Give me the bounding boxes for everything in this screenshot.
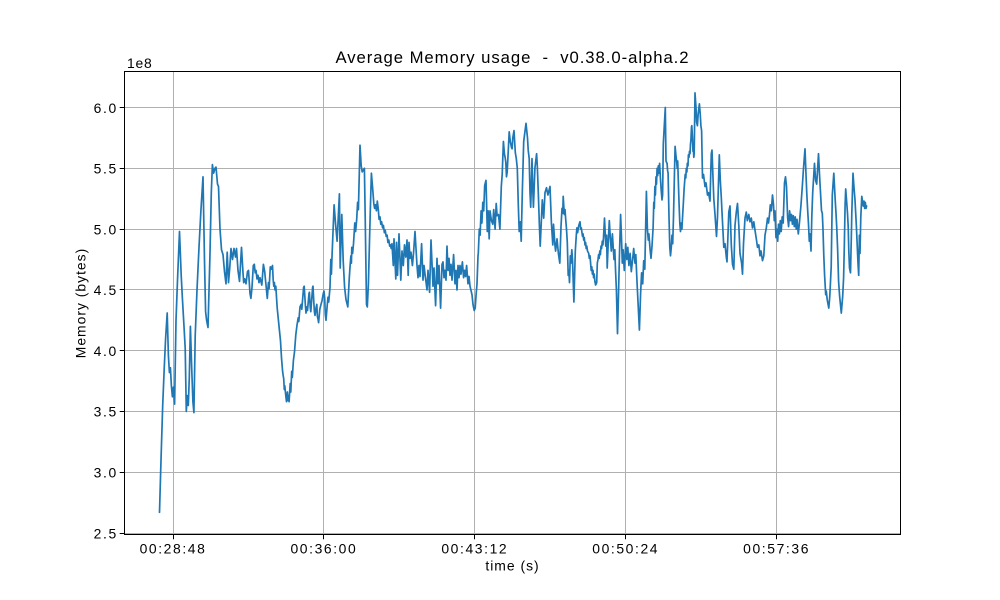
svg-text:00:57:36: 00:57:36 bbox=[743, 541, 810, 557]
svg-text:2.5: 2.5 bbox=[94, 525, 118, 541]
svg-text:6.0: 6.0 bbox=[94, 100, 118, 116]
svg-text:Memory (bytes): Memory (bytes) bbox=[73, 248, 89, 358]
svg-text:time (s): time (s) bbox=[485, 558, 539, 574]
svg-text:3.5: 3.5 bbox=[94, 404, 118, 420]
svg-text:00:36:00: 00:36:00 bbox=[290, 541, 357, 557]
svg-text:00:43:12: 00:43:12 bbox=[441, 541, 508, 557]
svg-text:00:50:24: 00:50:24 bbox=[592, 541, 659, 557]
svg-text:Average Memory usage - v0.38: Average Memory usage - v0.38.0-alpha.2 bbox=[335, 48, 689, 67]
svg-text:3.0: 3.0 bbox=[94, 465, 118, 481]
svg-text:5.5: 5.5 bbox=[94, 161, 118, 177]
svg-text:5.0: 5.0 bbox=[94, 221, 118, 237]
svg-text:4.0: 4.0 bbox=[94, 343, 118, 359]
svg-text:4.5: 4.5 bbox=[94, 282, 118, 298]
svg-text:00:28:48: 00:28:48 bbox=[140, 541, 207, 557]
svg-text:1e8: 1e8 bbox=[127, 55, 153, 71]
